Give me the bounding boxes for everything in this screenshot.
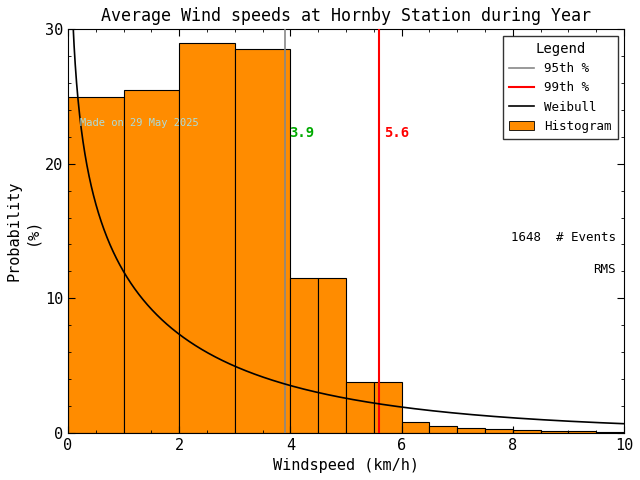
- Bar: [291, 278, 318, 432]
- Text: 1648  # Events: 1648 # Events: [511, 231, 616, 244]
- Text: Made on 29 May 2025: Made on 29 May 2025: [80, 118, 199, 128]
- Bar: [401, 422, 429, 432]
- Text: RMS: RMS: [593, 263, 616, 276]
- Bar: [179, 43, 235, 432]
- Bar: [429, 426, 457, 432]
- Bar: [346, 382, 374, 432]
- Bar: [457, 428, 485, 432]
- Bar: [68, 96, 124, 432]
- Bar: [374, 382, 401, 432]
- Legend: 95th %, 99th %, Weibull, Histogram: 95th %, 99th %, Weibull, Histogram: [502, 36, 618, 139]
- Bar: [513, 430, 541, 432]
- Bar: [318, 278, 346, 432]
- Bar: [485, 429, 513, 432]
- Y-axis label: Probability
(%): Probability (%): [7, 181, 39, 281]
- X-axis label: Windspeed (km/h): Windspeed (km/h): [273, 458, 419, 473]
- Bar: [541, 431, 568, 432]
- Bar: [124, 90, 179, 432]
- Text: 5.6: 5.6: [384, 126, 409, 140]
- Text: 3.9: 3.9: [289, 126, 314, 140]
- Bar: [235, 49, 291, 432]
- Title: Average Wind speeds at Hornby Station during Year: Average Wind speeds at Hornby Station du…: [101, 7, 591, 25]
